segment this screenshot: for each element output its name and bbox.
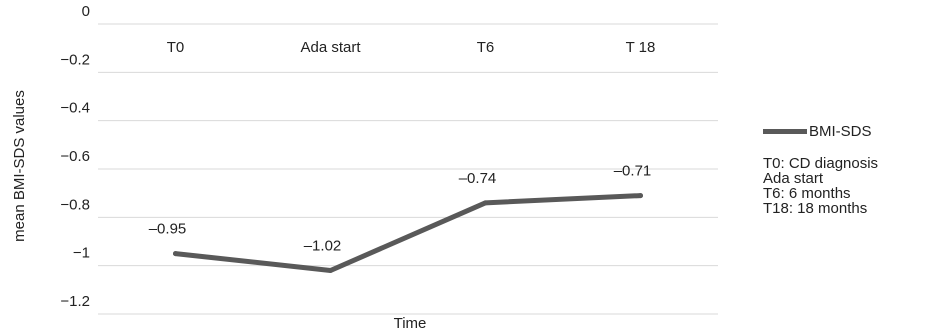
x-category-labels: T0 Ada start T6 T 18 [167,39,656,56]
data-label: –0.95 [149,221,187,238]
y-tick-label: −0.4 [60,100,90,117]
note-t6: T6: 6 months [763,185,851,202]
x-category-label: T6 [477,39,495,56]
data-labels: –0.95 –1.02 –0.74 –0.71 [149,163,652,255]
data-label: –1.02 [304,238,342,255]
data-point [638,193,643,199]
y-tick-label: 0 [82,3,90,20]
y-tick-label: −0.2 [60,51,90,68]
y-tick-label: −1.2 [60,293,90,310]
series-line-bmi-sds [173,193,643,273]
legend-notes: T0: CD diagnosis Ada start T6: 6 months … [763,156,928,216]
y-tick-label: −1 [73,245,90,262]
note-ada-start: Ada start [763,170,824,187]
legend-entry: BMI-SDS [763,120,928,142]
x-category-label: T 18 [626,39,656,56]
y-axis-ticks: 0 −0.2 −0.4 −0.6 −0.8 −1 −1.2 [60,3,90,310]
line-chart: 0 −0.2 −0.4 −0.6 −0.8 −1 −1.2 T0 Ada start T6 T 1… [11,3,718,332]
legend-line-swatch [763,128,807,134]
data-label: –0.71 [614,163,652,180]
y-axis-label: mean BMI-SDS values [11,90,28,242]
data-point [483,200,488,206]
y-tick-label: −0.6 [60,148,90,165]
legend: BMI-SDS T0: CD diagnosis Ada start T6: 6… [763,120,928,216]
note-t18: T18: 18 months [763,200,868,217]
y-tick-label: −0.8 [60,196,90,213]
data-point [173,251,178,257]
series-layer [173,193,643,273]
x-category-label: T0 [167,39,185,56]
x-category-label: Ada start [300,39,361,56]
data-point [328,268,333,273]
x-axis-label: Time [394,315,427,332]
gridlines [98,23,718,315]
legend-label: BMI-SDS [809,122,872,140]
note-t0: T0: CD diagnosis [763,155,879,172]
data-label: –0.74 [459,170,497,187]
